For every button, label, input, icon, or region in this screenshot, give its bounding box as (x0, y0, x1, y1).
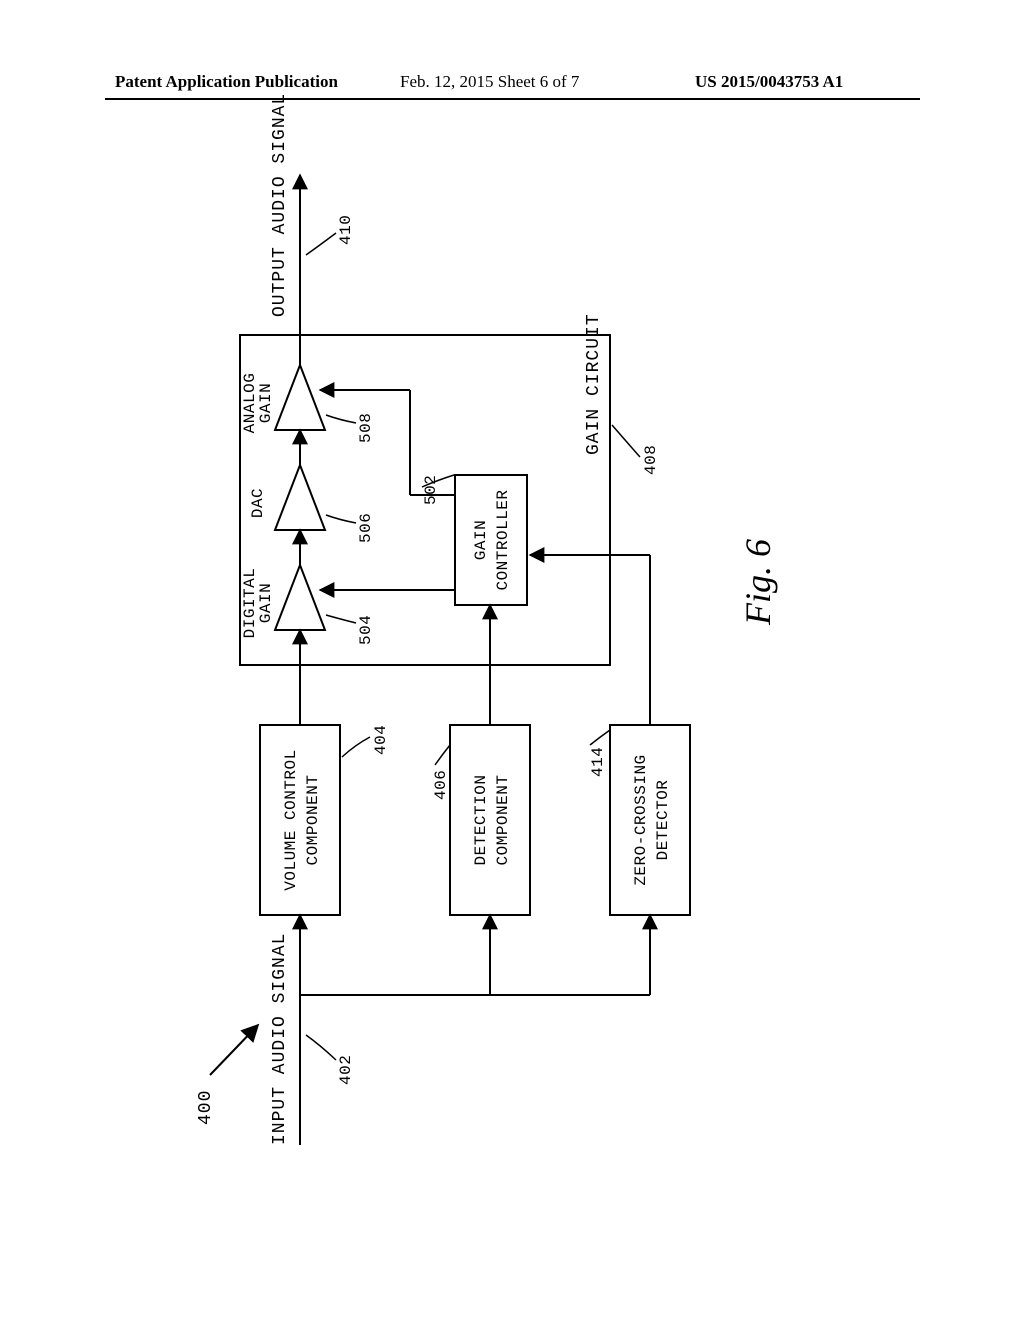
system-ref-leader (210, 1025, 258, 1075)
volume-control-ref: 404 (372, 725, 390, 755)
gain-controller-box (455, 475, 527, 605)
volume-control-box (260, 725, 340, 915)
output-signal-ref: 410 (337, 215, 355, 245)
detection-box (450, 725, 530, 915)
gain-controller-ref: 502 (422, 475, 440, 505)
digital-gain-amp (275, 565, 325, 630)
zero-crossing-ref-leader (590, 730, 610, 745)
volume-control-l1: VOLUME CONTROL (282, 749, 300, 890)
analog-gain-l2: GAIN (257, 383, 275, 423)
output-signal-label: OUTPUT AUDIO SIGNAL (270, 93, 290, 317)
dac-label: DAC (249, 488, 267, 518)
detection-l1: DETECTION (472, 775, 490, 866)
digital-gain-ref-leader (326, 615, 356, 623)
detection-ref-leader (435, 745, 450, 765)
gain-circuit-ref: 408 (642, 445, 660, 475)
output-ref-leader (306, 233, 336, 255)
zero-crossing-l1: ZERO-CROSSING (632, 754, 650, 885)
zero-crossing-ref: 414 (589, 747, 607, 777)
zero-crossing-box (610, 725, 690, 915)
volume-control-ref-leader (342, 737, 370, 757)
figure-label: Fig. 6 (738, 539, 778, 626)
input-signal-label: INPUT AUDIO SIGNAL (270, 933, 290, 1145)
figure-svg: 400 INPUT AUDIO SIGNAL 402 VOLUME CONTRO… (0, 0, 1024, 1320)
gain-controller-l1: GAIN (472, 520, 490, 560)
analog-gain-ref: 508 (357, 413, 375, 443)
gain-circuit-ref-leader (612, 425, 640, 457)
dac-ref-leader (326, 515, 356, 523)
dac-amp (275, 465, 325, 530)
system-ref: 400 (196, 1090, 216, 1125)
digital-gain-l2: GAIN (257, 583, 275, 623)
digital-gain-ref: 504 (357, 615, 375, 645)
zero-crossing-l2: DETECTOR (654, 780, 672, 861)
detection-ref: 406 (432, 770, 450, 800)
analog-gain-amp (275, 365, 325, 430)
detection-l2: COMPONENT (494, 775, 512, 866)
volume-control-l2: COMPONENT (304, 775, 322, 866)
input-signal-ref: 402 (337, 1055, 355, 1085)
input-ref-leader (306, 1035, 336, 1060)
gain-controller-l2: CONTROLLER (494, 489, 512, 590)
gain-circuit-label: GAIN CIRCUIT (584, 313, 604, 455)
dac-ref: 506 (357, 513, 375, 543)
analog-gain-ref-leader (326, 415, 356, 423)
